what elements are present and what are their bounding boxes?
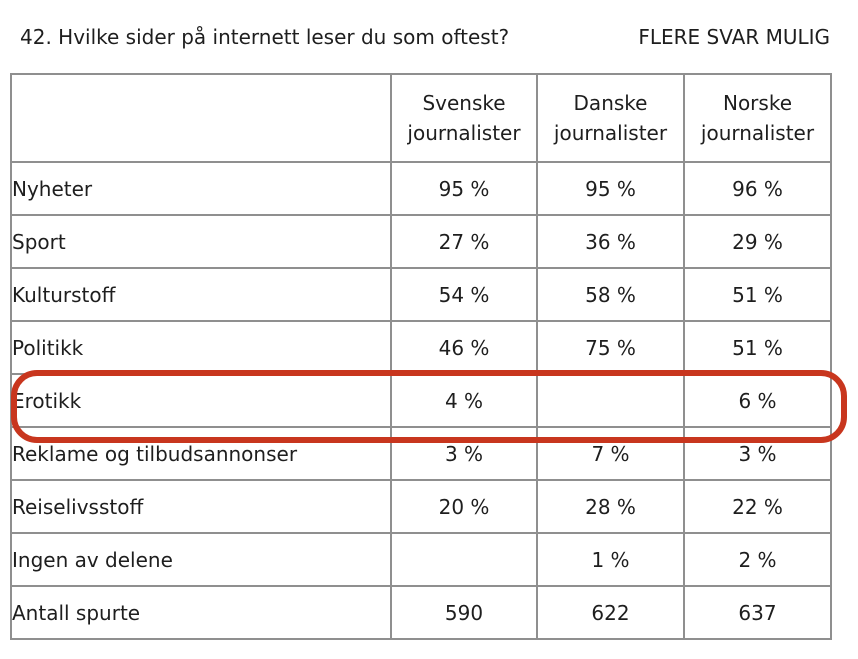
row-label: Nyheter (10, 161, 392, 216)
table-cell: 46 % (390, 320, 538, 375)
table-cell: 622 (536, 585, 685, 640)
table-cell: 4 % (390, 373, 538, 428)
row-label: Erotikk (10, 373, 392, 428)
survey-table: Svenske journalister Danske journalister… (10, 73, 832, 640)
table-cell: 29 % (683, 214, 832, 269)
row-label: Reklame og tilbudsannonser (10, 426, 392, 481)
table-row: Reiselivsstoff 20 % 28 % 22 % (10, 479, 832, 534)
table-cell: 590 (390, 585, 538, 640)
row-label: Politikk (10, 320, 392, 375)
table-cell: 95 % (536, 161, 685, 216)
table-cell: 54 % (390, 267, 538, 322)
table-cell: 7 % (536, 426, 685, 481)
table-cell: 3 % (390, 426, 538, 481)
table-row: Ingen av delene 1 % 2 % (10, 532, 832, 587)
table-cell: 20 % (390, 479, 538, 534)
table-cell: 51 % (683, 320, 832, 375)
table-cell: 95 % (390, 161, 538, 216)
row-label: Reiselivsstoff (10, 479, 392, 534)
table-cell: 6 % (683, 373, 832, 428)
table-row: Nyheter 95 % 95 % 96 % (10, 161, 832, 216)
table-row: Kulturstoff 54 % 58 % 51 % (10, 267, 832, 322)
table-cell: 28 % (536, 479, 685, 534)
table-cell: 58 % (536, 267, 685, 322)
table-cell: 96 % (683, 161, 832, 216)
table-cell: 75 % (536, 320, 685, 375)
table-cell: 27 % (390, 214, 538, 269)
table-cell: 22 % (683, 479, 832, 534)
table-row: Reklame og tilbudsannonser 3 % 7 % 3 % (10, 426, 832, 481)
multiple-answers-note: FLERE SVAR MULIG (638, 25, 830, 49)
table-row: Sport 27 % 36 % 29 % (10, 214, 832, 269)
question-title: 42. Hvilke sider på internett leser du s… (20, 25, 510, 49)
table-cell: 637 (683, 585, 832, 640)
column-header: Svenske journalister (390, 73, 538, 163)
row-label: Antall spurte (10, 585, 392, 640)
column-header: Norske journalister (683, 73, 832, 163)
table-cell (536, 373, 685, 428)
table-row-highlighted: Erotikk 4 % 6 % (10, 373, 832, 428)
table-cell: 3 % (683, 426, 832, 481)
header: 42. Hvilke sider på internett leser du s… (20, 22, 830, 52)
table-cell: 1 % (536, 532, 685, 587)
table-row-total: Antall spurte 590 622 637 (10, 585, 832, 640)
row-label: Ingen av delene (10, 532, 392, 587)
table-cell: 51 % (683, 267, 832, 322)
corner-cell (10, 73, 392, 163)
table-cell (390, 532, 538, 587)
header-row: Svenske journalister Danske journalister… (10, 73, 832, 163)
table-row: Politikk 46 % 75 % 51 % (10, 320, 832, 375)
row-label: Kulturstoff (10, 267, 392, 322)
row-label: Sport (10, 214, 392, 269)
column-header: Danske journalister (536, 73, 685, 163)
table-cell: 2 % (683, 532, 832, 587)
table-cell: 36 % (536, 214, 685, 269)
